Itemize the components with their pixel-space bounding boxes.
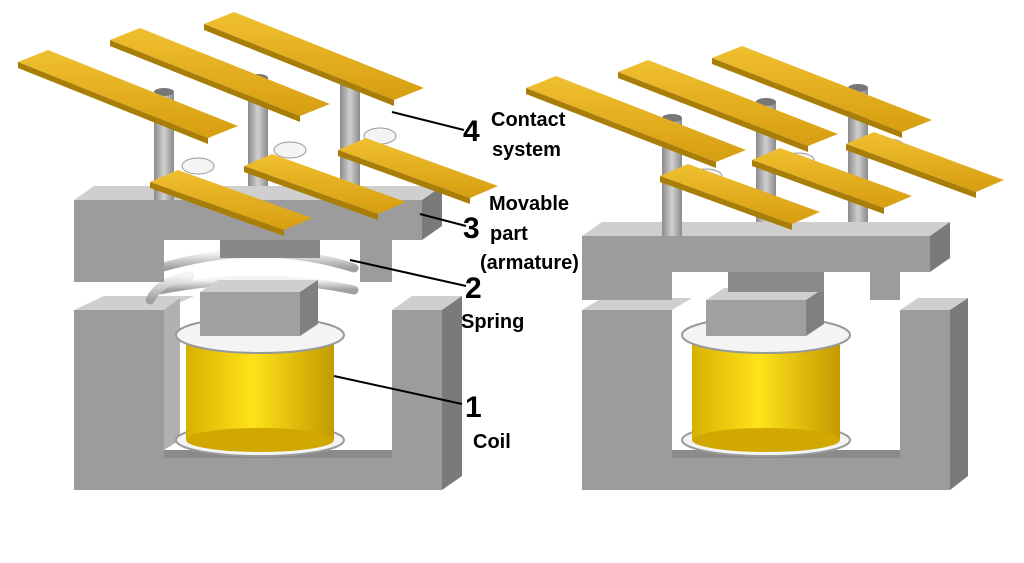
callout-spring: 2 Spring [461, 272, 524, 333]
contact-bars-upper-left [18, 12, 424, 144]
leader-line-spring [349, 259, 467, 287]
callout-label-line: (armature) [480, 252, 579, 274]
relay-deenergized-drawing [18, 12, 498, 490]
callout-number: 1 [465, 391, 482, 424]
callout-number: 2 [465, 272, 482, 305]
spring-right [663, 277, 867, 441]
callout-label-line: Movable [489, 193, 569, 215]
relay-energized-drawing [526, 46, 1004, 490]
coil-right [681, 288, 851, 457]
contact-bars-lower-right [660, 132, 1004, 230]
callout-armature: 3 Movable part (armature) [463, 193, 579, 274]
armature-right [582, 222, 950, 300]
leader-line-coil [333, 375, 463, 405]
callout-label-line: system [492, 139, 561, 161]
contact-bars-lower-left [150, 138, 498, 236]
callout-coil: 1 Coil [465, 391, 511, 453]
callout-label-line: Contact [491, 109, 566, 131]
callout-label-line: part [490, 223, 528, 245]
callout-number: 3 [463, 212, 480, 245]
callout-label-line: Coil [473, 431, 511, 453]
contact-bars-upper-right [526, 46, 932, 168]
leader-line-armature [419, 213, 467, 227]
coil-left [175, 280, 345, 457]
contact-domes-left [181, 127, 397, 175]
leader-lines [333, 111, 467, 405]
callout-number: 4 [463, 115, 480, 148]
callout-label-line: Spring [461, 311, 524, 333]
callout-contact-system: 4 Contact system [463, 109, 566, 161]
leader-line-contact [391, 111, 465, 131]
